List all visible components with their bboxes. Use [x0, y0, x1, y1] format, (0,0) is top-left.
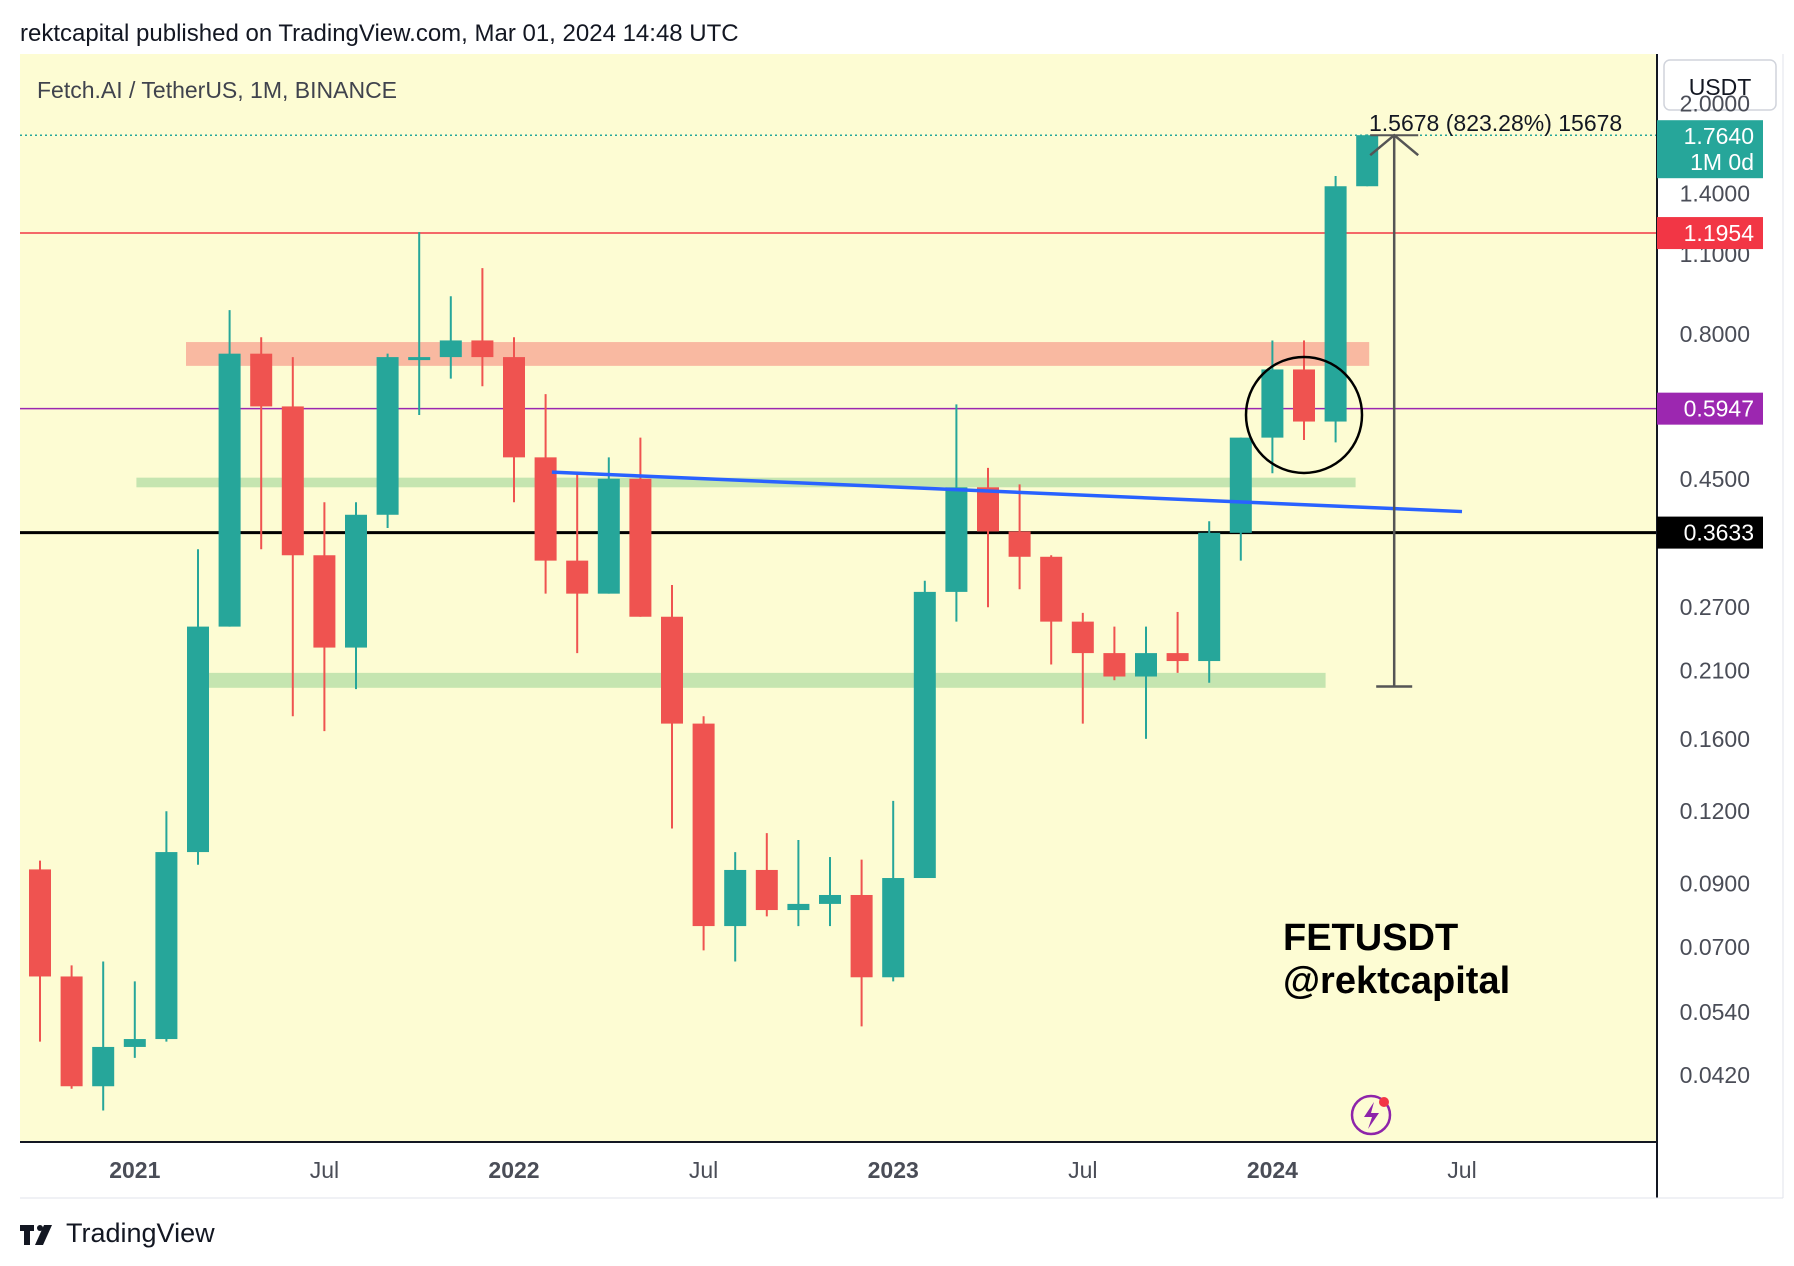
- candle-body[interactable]: [597, 478, 620, 594]
- candle-body[interactable]: [503, 357, 525, 458]
- candle-body[interactable]: [29, 869, 51, 977]
- candle-body[interactable]: [408, 357, 431, 361]
- candle-body[interactable]: [1356, 135, 1379, 187]
- candle-body[interactable]: [534, 457, 557, 561]
- watermark-author: @rektcapital: [1283, 960, 1510, 1002]
- candle-body[interactable]: [724, 869, 747, 927]
- candle-body[interactable]: [376, 357, 399, 515]
- y-tick-label: 1.4000: [1680, 180, 1750, 206]
- y-tick-label: 0.2700: [1680, 594, 1750, 620]
- x-tick-label: Jul: [1068, 1157, 1097, 1183]
- candle-body[interactable]: [1103, 653, 1126, 677]
- candle-body[interactable]: [155, 852, 178, 1040]
- candle-body[interactable]: [471, 340, 494, 358]
- y-tick-label: 0.1600: [1680, 726, 1750, 752]
- watermark-symbol: FETUSDT: [1283, 917, 1458, 959]
- tradingview-footer[interactable]: TradingView: [20, 1218, 215, 1249]
- price-tag-label: 1.1954: [1684, 220, 1755, 246]
- candle-body[interactable]: [1071, 621, 1094, 654]
- candle-body[interactable]: [250, 353, 273, 407]
- lightning-logo-icon: [1350, 1094, 1392, 1136]
- y-tick-label: 0.0540: [1680, 999, 1750, 1025]
- candle-body[interactable]: [850, 894, 873, 978]
- logo-dot-icon: [1379, 1097, 1389, 1107]
- candle-body[interactable]: [661, 616, 683, 724]
- resistance-zone: [186, 342, 1370, 366]
- measure-label: 1.5678 (823.28%) 15678: [1369, 110, 1622, 136]
- candle-body[interactable]: [566, 560, 589, 594]
- x-tick-label: Jul: [310, 1157, 339, 1183]
- candle-body[interactable]: [187, 626, 209, 853]
- candle-body[interactable]: [692, 723, 715, 927]
- price-tag: [1657, 392, 1763, 425]
- candle-body[interactable]: [755, 869, 778, 911]
- currency-button[interactable]: [1663, 59, 1777, 111]
- candle-body[interactable]: [1324, 186, 1347, 422]
- candle-body[interactable]: [1198, 532, 1221, 662]
- price-tag: [1657, 217, 1763, 250]
- price-tag-label: 0.5947: [1684, 396, 1754, 422]
- candle-body[interactable]: [1261, 369, 1284, 438]
- x-tick-label: 2021: [109, 1157, 160, 1183]
- candle-body[interactable]: [218, 353, 241, 627]
- candle-body[interactable]: [1008, 531, 1031, 557]
- candle-body[interactable]: [1166, 653, 1189, 662]
- y-tick-label: 0.4500: [1680, 466, 1750, 492]
- descending-trendline[interactable]: [551, 470, 1463, 514]
- x-tick-label: Jul: [1447, 1157, 1476, 1183]
- tradingview-logo-icon: [20, 1224, 52, 1245]
- candle-body[interactable]: [1135, 653, 1157, 677]
- candle-body[interactable]: [92, 1046, 115, 1087]
- chart-title: Fetch.AI / TetherUS, 1M, BINANCE: [37, 77, 397, 103]
- candle-body[interactable]: [629, 478, 652, 617]
- candle-body[interactable]: [1229, 437, 1252, 533]
- candle-body[interactable]: [313, 555, 336, 648]
- candle-body[interactable]: [913, 591, 936, 879]
- breakout-circle: [1244, 355, 1364, 475]
- candle-body[interactable]: [1040, 556, 1063, 622]
- y-tick-label: 0.1200: [1680, 798, 1750, 824]
- y-tick-label: 0.0900: [1680, 871, 1750, 897]
- tradingview-brand: TradingView: [66, 1218, 215, 1248]
- x-tick-label: Jul: [689, 1157, 718, 1183]
- candle-body[interactable]: [819, 894, 841, 904]
- candle-body[interactable]: [123, 1039, 146, 1047]
- currency-button-label: USDT: [1689, 74, 1752, 100]
- candle-body[interactable]: [787, 903, 810, 911]
- x-tick-label: 2024: [1247, 1157, 1298, 1183]
- candle-body[interactable]: [281, 406, 304, 556]
- time-axis[interactable]: [20, 1142, 1783, 1198]
- x-tick-label: 2023: [868, 1157, 919, 1183]
- support-zone-upper: [136, 477, 1356, 488]
- candle-body[interactable]: [60, 976, 83, 1087]
- candle-body[interactable]: [945, 487, 968, 592]
- y-tick-label: 2.0000: [1680, 91, 1750, 117]
- price-tag-label: 1.7640: [1684, 123, 1754, 149]
- candle-body[interactable]: [1293, 369, 1315, 422]
- lightning-bolt-icon: [1364, 1102, 1379, 1129]
- publisher-line: rektcapital published on TradingView.com…: [20, 20, 739, 47]
- price-tag: [1657, 516, 1763, 549]
- y-tick-label: 0.8000: [1680, 321, 1750, 347]
- price-tag-label: 0.3633: [1684, 520, 1754, 546]
- x-tick-label: 2022: [488, 1157, 539, 1183]
- support-zone-lower: [205, 672, 1326, 688]
- y-tick-label: 0.0700: [1680, 934, 1750, 960]
- price-tag-sublabel: 1M 0d: [1690, 149, 1754, 175]
- candle-body[interactable]: [977, 487, 999, 532]
- y-tick-label: 0.2100: [1680, 657, 1750, 683]
- price-tag: [1657, 120, 1763, 179]
- y-tick-label: 0.0420: [1680, 1062, 1750, 1088]
- candle-body[interactable]: [439, 340, 462, 358]
- candle-body[interactable]: [882, 878, 905, 978]
- candle-body[interactable]: [345, 514, 367, 648]
